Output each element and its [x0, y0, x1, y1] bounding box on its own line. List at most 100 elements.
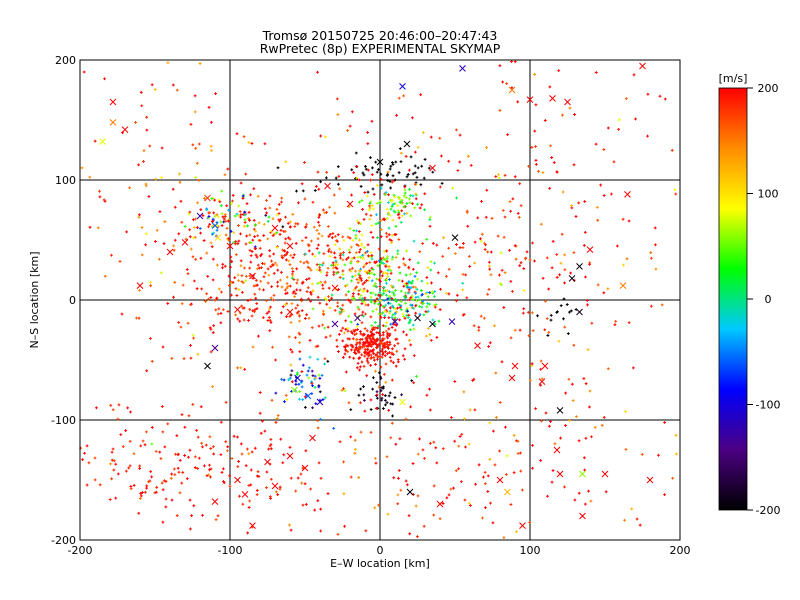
data-point-plus [208, 222, 212, 226]
data-point-plus [386, 352, 389, 356]
data-point-plus [435, 461, 439, 465]
data-point-plus [160, 405, 164, 408]
data-point-plus [638, 523, 642, 527]
data-point-plus [376, 324, 380, 328]
data-point-plus [408, 258, 412, 261]
data-point-plus [590, 435, 593, 439]
data-point-plus [411, 323, 415, 327]
data-point-plus [267, 316, 271, 319]
data-point-plus [358, 278, 362, 282]
data-point-plus [244, 242, 248, 246]
data-point-plus [390, 290, 394, 294]
data-point-plus [456, 169, 460, 172]
data-point-plus [360, 233, 364, 237]
data-point-plus [234, 253, 238, 257]
data-point-plus [305, 278, 308, 281]
data-point-plus [279, 437, 283, 441]
data-point-plus [375, 346, 379, 349]
data-point-plus [195, 287, 199, 291]
data-point-plus [420, 305, 424, 309]
data-point-plus [341, 339, 345, 343]
data-point-plus [276, 284, 280, 288]
data-point-plus [198, 62, 202, 65]
data-point-plus [219, 204, 223, 208]
data-point-plus [528, 258, 532, 262]
data-point-plus [187, 455, 190, 459]
data-point-plus [364, 340, 368, 344]
data-point-plus [555, 253, 559, 256]
data-point-plus [341, 303, 345, 307]
data-point-plus [563, 268, 567, 272]
data-point-plus [484, 506, 487, 509]
data-point-plus [368, 206, 372, 210]
data-point-plus [596, 218, 600, 222]
data-point-plus [189, 356, 193, 360]
data-point-plus [487, 345, 491, 348]
data-point-plus [137, 511, 141, 515]
data-point-plus [181, 471, 185, 474]
data-point-plus [319, 180, 322, 184]
data-point-plus [341, 277, 345, 280]
data-point-plus [187, 414, 191, 418]
data-point-plus [509, 209, 513, 213]
data-point-plus [445, 274, 448, 278]
data-point-plus [408, 201, 412, 205]
data-point-cross [556, 407, 564, 414]
data-point-plus [303, 405, 307, 409]
data-point-plus [360, 242, 364, 246]
data-point-plus [331, 232, 335, 235]
data-point-plus [488, 457, 492, 461]
data-point-cross [294, 374, 301, 382]
data-point-plus [366, 335, 369, 339]
data-point-plus [388, 356, 392, 359]
data-point-plus [334, 176, 338, 180]
data-point-plus [359, 222, 363, 226]
data-point-plus [346, 344, 350, 348]
data-point-plus [452, 486, 455, 490]
data-point-plus [246, 531, 250, 535]
data-point-plus [237, 224, 240, 227]
data-point-plus [317, 251, 321, 255]
data-point-plus [453, 439, 457, 443]
data-point-plus [215, 296, 219, 300]
data-point-plus [362, 173, 366, 177]
data-point-plus [359, 430, 363, 434]
data-point-plus [283, 400, 286, 404]
data-point-plus [428, 218, 432, 222]
data-point-plus [209, 350, 213, 354]
data-point-plus [185, 268, 189, 271]
data-point-plus [220, 212, 224, 216]
data-point-plus [229, 293, 233, 297]
data-point-plus [371, 343, 375, 346]
data-point-plus [370, 119, 374, 123]
data-point-plus [141, 439, 145, 443]
data-point-plus [562, 317, 565, 321]
data-point-plus [488, 341, 492, 345]
data-point-plus [149, 470, 153, 473]
data-point-plus [349, 343, 353, 347]
data-point-plus [143, 490, 147, 494]
data-point-plus [367, 276, 371, 279]
data-point-plus [445, 496, 449, 500]
data-point-plus [477, 463, 481, 467]
data-point-plus [480, 199, 483, 203]
data-point-plus [306, 369, 310, 373]
data-point-plus [316, 499, 320, 503]
data-point-plus [384, 380, 388, 384]
data-point-plus [231, 193, 235, 197]
data-point-plus [231, 199, 234, 203]
data-point-plus [414, 285, 417, 289]
data-point-plus [399, 151, 403, 155]
data-point-plus [93, 139, 97, 143]
data-point-plus [386, 179, 390, 182]
data-point-plus [422, 176, 426, 180]
data-point-plus [166, 422, 170, 426]
data-point-plus [388, 167, 392, 171]
data-point-plus [294, 222, 298, 226]
data-point-plus [380, 386, 384, 390]
data-point-plus [496, 234, 500, 238]
data-point-plus [348, 124, 352, 128]
data-point-plus [384, 293, 388, 297]
data-point-plus [378, 285, 382, 289]
data-point-plus [379, 276, 382, 280]
